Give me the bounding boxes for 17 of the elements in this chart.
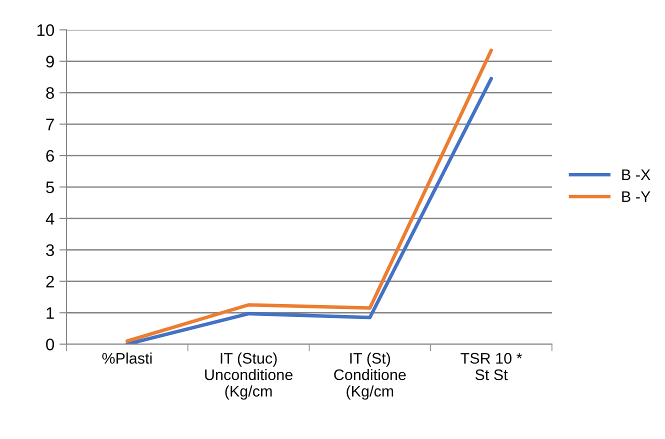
y-tick-label: 8: [46, 87, 54, 99]
y-tick-label: 3: [46, 244, 54, 256]
x-tick-label: %Plasti: [102, 352, 152, 364]
y-tick-label: 7: [46, 118, 54, 130]
y-tick-label: 1: [46, 307, 54, 319]
legend-label: B -Y: [622, 191, 650, 202]
legend-label: B -X: [622, 170, 650, 180]
y-tick-label: 9: [46, 56, 54, 68]
y-tick-label: 6: [46, 150, 54, 162]
x-tick-label: TSR 10 * St St: [460, 352, 522, 380]
y-tick-label: 0: [46, 338, 54, 350]
y-tick-label: 5: [46, 182, 54, 194]
x-tick-label: IT (St) Conditione (Kg/cm: [334, 352, 406, 400]
x-tick-label: IT (Stuc) Unconditione (Kg/cm: [205, 352, 292, 400]
y-tick-label: 4: [46, 213, 54, 224]
y-tick-label: 2: [46, 276, 54, 288]
y-tick-label: 10: [37, 24, 54, 36]
